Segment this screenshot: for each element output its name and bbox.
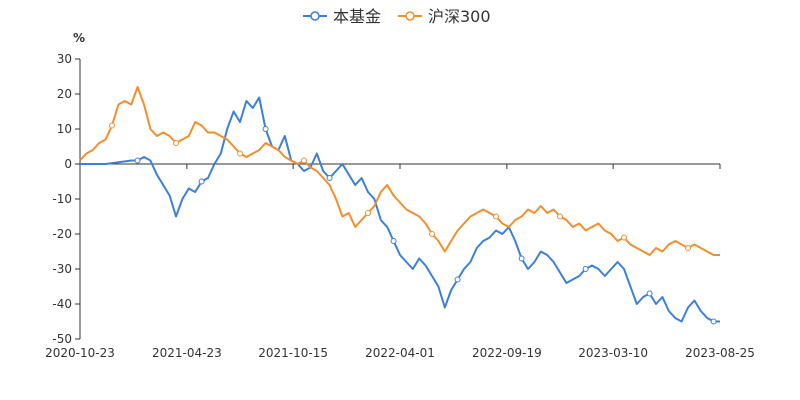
x-tick-label: 2021-10-15 xyxy=(258,346,328,360)
series-layer xyxy=(79,86,720,325)
y-tick-label: -10 xyxy=(52,192,72,206)
y-axis: 30 20 10 0 -10 -20 -30 -40 -50 xyxy=(52,52,81,346)
data-point[interactable] xyxy=(237,150,243,157)
x-tick-label: 2022-09-19 xyxy=(472,346,542,360)
data-point[interactable] xyxy=(685,245,691,251)
legend-label-fund: 本基金 xyxy=(333,7,381,26)
y-tick-label: 20 xyxy=(57,87,72,101)
legend-label-index: 沪深300 xyxy=(428,7,491,26)
data-point[interactable] xyxy=(134,157,141,164)
y-tick-label: -30 xyxy=(52,262,72,276)
data-point[interactable] xyxy=(454,276,461,283)
y-tick-label: 0 xyxy=(64,157,72,171)
data-point[interactable] xyxy=(621,234,627,241)
legend-marker-index xyxy=(405,11,415,21)
legend-item-index[interactable]: 沪深300 xyxy=(398,7,491,26)
y-tick-label: -40 xyxy=(52,297,72,311)
y-tick-label: 10 xyxy=(57,122,72,136)
data-point[interactable] xyxy=(365,210,371,216)
data-point[interactable] xyxy=(198,178,205,185)
y-tick-label: -20 xyxy=(52,227,72,241)
data-point[interactable] xyxy=(557,213,563,220)
series-line[interactable] xyxy=(79,86,720,256)
data-point[interactable] xyxy=(301,157,307,164)
y-tick-label: 30 xyxy=(57,52,72,66)
data-point[interactable] xyxy=(518,255,525,262)
data-point[interactable] xyxy=(326,175,333,181)
series-line[interactable] xyxy=(80,96,720,323)
x-tick-label: 2021-04-23 xyxy=(152,346,222,360)
data-point[interactable] xyxy=(646,290,653,297)
data-point[interactable] xyxy=(582,266,589,272)
x-tick-label: 2023-03-10 xyxy=(578,346,648,360)
legend-item-fund[interactable]: 本基金 xyxy=(303,7,381,26)
data-point[interactable] xyxy=(429,231,435,237)
series-0[interactable] xyxy=(80,96,720,325)
y-tick-label: -50 xyxy=(52,332,72,346)
data-point[interactable] xyxy=(493,213,499,220)
data-point[interactable] xyxy=(710,318,717,325)
series-1[interactable] xyxy=(79,86,720,256)
x-tick-label: 2020-10-23 xyxy=(45,346,115,360)
data-point[interactable] xyxy=(390,238,397,244)
x-tick-label: 2023-08-25 xyxy=(685,346,755,360)
x-axis: 2020-10-23 2021-04-23 2021-10-15 2022-04-01… xyxy=(45,163,755,360)
data-point[interactable] xyxy=(262,126,269,132)
legend[interactable]: 本基金 沪深300 xyxy=(303,7,491,26)
x-tick-label: 2022-04-01 xyxy=(365,346,435,360)
y-axis-unit-label: % xyxy=(73,31,85,45)
data-point[interactable] xyxy=(173,140,179,146)
legend-marker-fund xyxy=(310,11,320,21)
data-point[interactable] xyxy=(109,122,115,129)
